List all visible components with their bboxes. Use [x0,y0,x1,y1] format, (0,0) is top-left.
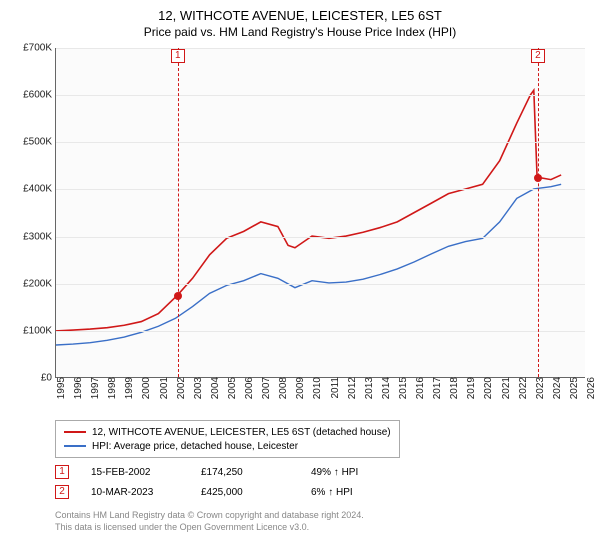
legend-swatch [64,445,86,447]
sale-index-badge: 1 [55,465,69,479]
x-tick-label: 2012 [343,377,358,399]
plot-area: £0£100K£200K£300K£400K£500K£600K£700K199… [55,48,585,378]
x-tick-label: 1996 [69,377,84,399]
x-tick-label: 2007 [257,377,272,399]
x-tick-label: 2002 [172,377,187,399]
gridline [56,331,585,332]
x-tick-label: 2021 [497,377,512,399]
series-line [56,90,561,331]
sales-table: 1 15-FEB-2002 £174,250 49% ↑ HPI 2 10-MA… [55,462,391,502]
x-tick-label: 2019 [462,377,477,399]
x-tick-label: 2010 [308,377,323,399]
line-layer [56,48,585,377]
footer-line: Contains HM Land Registry data © Crown c… [55,510,364,522]
x-tick-label: 2025 [565,377,580,399]
x-tick-label: 2015 [394,377,409,399]
series-line [56,184,561,345]
marker-point [174,292,182,300]
y-tick-label: £700K [23,43,56,54]
x-tick-label: 1998 [103,377,118,399]
legend-box: 12, WITHCOTE AVENUE, LEICESTER, LE5 6ST … [55,420,400,458]
legend-item: HPI: Average price, detached house, Leic… [64,439,391,453]
x-tick-label: 2023 [531,377,546,399]
x-tick-label: 2008 [274,377,289,399]
x-tick-label: 2004 [206,377,221,399]
y-tick-label: £300K [23,231,56,242]
footer-line: This data is licensed under the Open Gov… [55,522,364,534]
x-tick-label: 2006 [240,377,255,399]
gridline [56,189,585,190]
sale-price: £425,000 [201,487,311,498]
sale-row: 2 10-MAR-2023 £425,000 6% ↑ HPI [55,482,391,502]
legend-swatch [64,431,86,433]
x-tick-label: 2026 [582,377,597,399]
x-tick-label: 1997 [86,377,101,399]
y-tick-label: £100K [23,325,56,336]
x-tick-label: 2005 [223,377,238,399]
x-tick-label: 2011 [326,377,341,399]
legend-label: 12, WITHCOTE AVENUE, LEICESTER, LE5 6ST … [92,427,391,438]
sale-price: £174,250 [201,467,311,478]
x-tick-label: 2020 [479,377,494,399]
sale-index-badge: 2 [55,485,69,499]
gridline [56,237,585,238]
x-tick-label: 2017 [428,377,443,399]
x-tick-label: 2000 [137,377,152,399]
marker-guideline [178,48,179,377]
x-tick-label: 1995 [52,377,67,399]
x-tick-label: 2018 [445,377,460,399]
x-tick-label: 2003 [189,377,204,399]
chart-container: 12, WITHCOTE AVENUE, LEICESTER, LE5 6ST … [0,0,600,560]
sale-pct: 49% ↑ HPI [311,467,391,478]
x-tick-label: 2014 [377,377,392,399]
y-tick-label: £400K [23,184,56,195]
gridline [56,142,585,143]
x-tick-label: 2009 [291,377,306,399]
legend-item: 12, WITHCOTE AVENUE, LEICESTER, LE5 6ST … [64,425,391,439]
marker-guideline [538,48,539,377]
sale-date: 10-MAR-2023 [91,487,201,498]
y-tick-label: £500K [23,137,56,148]
marker-index-badge: 2 [531,49,545,63]
sale-date: 15-FEB-2002 [91,467,201,478]
y-tick-label: £600K [23,90,56,101]
marker-point [534,174,542,182]
x-tick-label: 1999 [120,377,135,399]
sale-pct: 6% ↑ HPI [311,487,391,498]
footer-attribution: Contains HM Land Registry data © Crown c… [55,510,364,533]
sale-row: 1 15-FEB-2002 £174,250 49% ↑ HPI [55,462,391,482]
gridline [56,284,585,285]
legend-label: HPI: Average price, detached house, Leic… [92,441,298,452]
x-tick-label: 2016 [411,377,426,399]
x-tick-label: 2022 [514,377,529,399]
gridline [56,48,585,49]
x-tick-label: 2001 [155,377,170,399]
chart-title: 12, WITHCOTE AVENUE, LEICESTER, LE5 6ST [0,0,600,23]
y-tick-label: £200K [23,278,56,289]
x-tick-label: 2024 [548,377,563,399]
x-tick-label: 2013 [360,377,375,399]
gridline [56,95,585,96]
chart-subtitle: Price paid vs. HM Land Registry's House … [0,23,600,45]
marker-index-badge: 1 [171,49,185,63]
